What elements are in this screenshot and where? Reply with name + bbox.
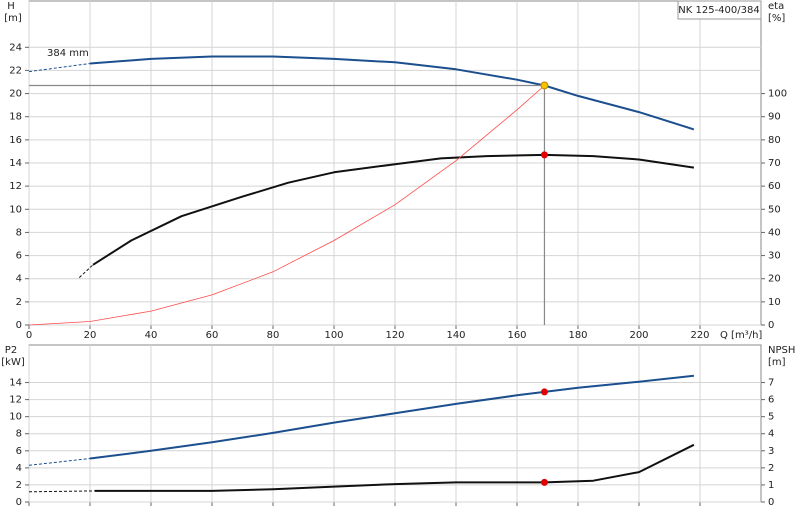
x-tick-label: 100 [324,330,343,341]
y2-tick-label: 30 [768,251,781,262]
y2-axis-label: NPSH [768,345,795,356]
y2-tick-label: 50 [768,204,781,215]
y-tick-label: 16 [9,135,22,146]
y2-tick-label: 7 [768,378,774,389]
operating-point [540,151,548,159]
y-tick-label: 14 [9,378,22,389]
y-tick-label: 6 [16,446,22,457]
y2-tick-label: 10 [768,297,781,308]
y2-axis-unit: [%] [768,13,785,24]
y-tick-label: 14 [9,158,22,169]
y-tick-label: 0 [16,320,22,331]
y-tick-label: 10 [9,204,22,215]
operating-point [540,478,548,486]
y-tick-label: 6 [16,251,22,262]
y2-tick-label: 6 [768,395,774,406]
y2-tick-label: 100 [768,89,787,100]
x-tick-label: 140 [446,330,465,341]
curve [28,490,95,493]
x-tick-label: 120 [385,330,404,341]
y-tick-label: 12 [9,181,22,192]
y2-tick-label: 4 [768,429,774,440]
y-tick-label: 22 [9,65,22,76]
x-tick-label: 160 [507,330,526,341]
x-tick-label: 0 [26,330,32,341]
y2-tick-label: 2 [768,463,774,474]
chart-title: NK 125-400/384 [678,5,759,16]
y2-axis-label: eta [768,1,784,12]
title-box [677,0,762,20]
x-tick-label: 220 [690,330,709,341]
y-tick-label: 2 [16,297,22,308]
y2-tick-label: 3 [768,446,774,457]
y2-tick-label: 1 [768,480,774,491]
y2-tick-label: 70 [768,158,781,169]
y-axis-label: P2 [5,345,17,356]
y-axis-unit: [kW] [1,357,25,368]
curve [28,458,91,466]
y-tick-label: 20 [9,89,22,100]
curve [94,443,695,492]
y2-tick-label: 0 [768,497,774,508]
y-tick-label: 18 [9,112,22,123]
y2-tick-label: 60 [768,181,781,192]
y2-tick-label: 90 [768,112,781,123]
y-tick-label: 12 [9,395,22,406]
curve [92,153,695,266]
x-tick-label: 200 [629,330,648,341]
y2-tick-label: 20 [768,274,781,285]
y2-axis-unit: [m] [768,357,786,368]
y-tick-label: 4 [16,463,22,474]
curve [78,264,94,278]
y-tick-label: 24 [9,42,22,53]
curve [89,374,695,460]
y2-tick-label: 40 [768,227,781,238]
y-axis-unit: [m] [4,13,22,24]
curve [89,55,695,131]
y-tick-label: 2 [16,480,22,491]
x-tick-label: 40 [145,330,158,341]
y-tick-label: 8 [16,227,22,238]
y2-tick-label: 5 [768,412,774,423]
y-tick-label: 8 [16,429,22,440]
annotation: 384 mm [47,48,89,59]
y2-tick-label: 80 [768,135,781,146]
y2-tick-label: 0 [768,320,774,331]
x-axis-label: Q [m³/h] [720,330,762,341]
operating-point [540,81,549,90]
y-tick-label: 10 [9,412,22,423]
x-tick-label: 20 [84,330,97,341]
x-tick-label: 60 [206,330,219,341]
curve [28,85,545,326]
x-tick-label: 80 [267,330,280,341]
x-tick-label: 180 [568,330,587,341]
y-axis-label: H [7,1,15,12]
y-tick-label: 0 [16,497,22,508]
operating-point [540,388,548,396]
curve [28,63,91,73]
y-tick-label: 4 [16,274,22,285]
